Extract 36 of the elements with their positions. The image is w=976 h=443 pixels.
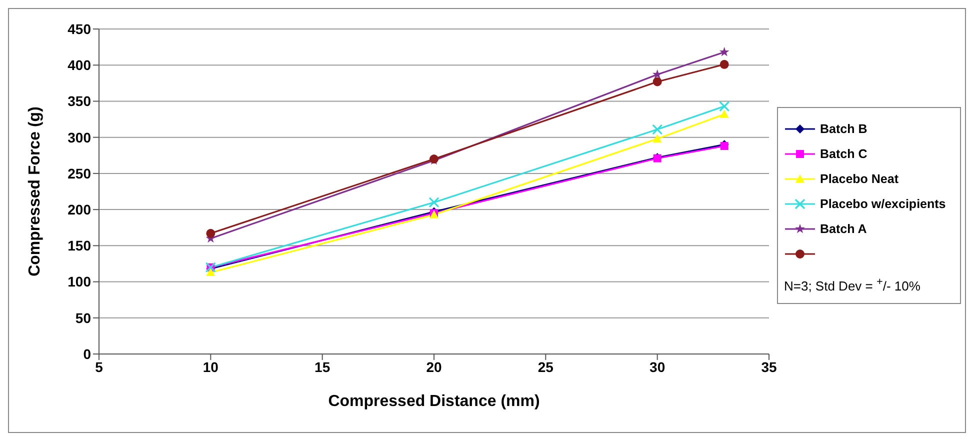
legend-label: Batch C [820,146,868,160]
y-axis-title: Compressed Force (g) [26,106,44,276]
point [719,100,730,112]
y-tick-label: 50 [75,310,92,326]
x-tick-label: 30 [650,358,666,375]
x-tick-label: 15 [314,358,330,375]
point [652,124,663,135]
x-axis-title: Compressed Distance (mm) [328,393,540,410]
y-tick-label: 200 [68,202,92,218]
text: N=3; Std Dev = $^{+}$/- 10% [784,276,922,294]
y-tick-label: 350 [68,93,92,110]
y-tick-label: 150 [68,238,92,254]
point [428,197,440,208]
legend-label: Placebo Neat [820,172,899,186]
y-tick-label: 100 [68,274,92,290]
x-tick-label: 25 [538,358,554,375]
y-tick-label: 250 [68,165,92,182]
y-tick-label: 400 [68,57,92,74]
legend-label: Batch A [820,222,867,236]
legend-label: Batch B [820,122,868,136]
y-tick-label: 450 [68,20,92,37]
y-tick-label: 0 [83,346,92,362]
point [720,110,729,118]
x-tick-label: 10 [202,358,219,375]
x-tick-label: 20 [426,358,442,375]
y-tick-label: 300 [68,129,92,146]
point [720,60,729,69]
point [206,228,216,238]
x-tick-label: 5 [95,358,104,375]
point [206,268,216,276]
point [652,77,662,86]
point [652,134,662,142]
point [652,69,662,79]
point [719,46,730,56]
legend-label: Placebo w/excipients [820,196,946,210]
x-tick-label: 35 [761,358,777,375]
